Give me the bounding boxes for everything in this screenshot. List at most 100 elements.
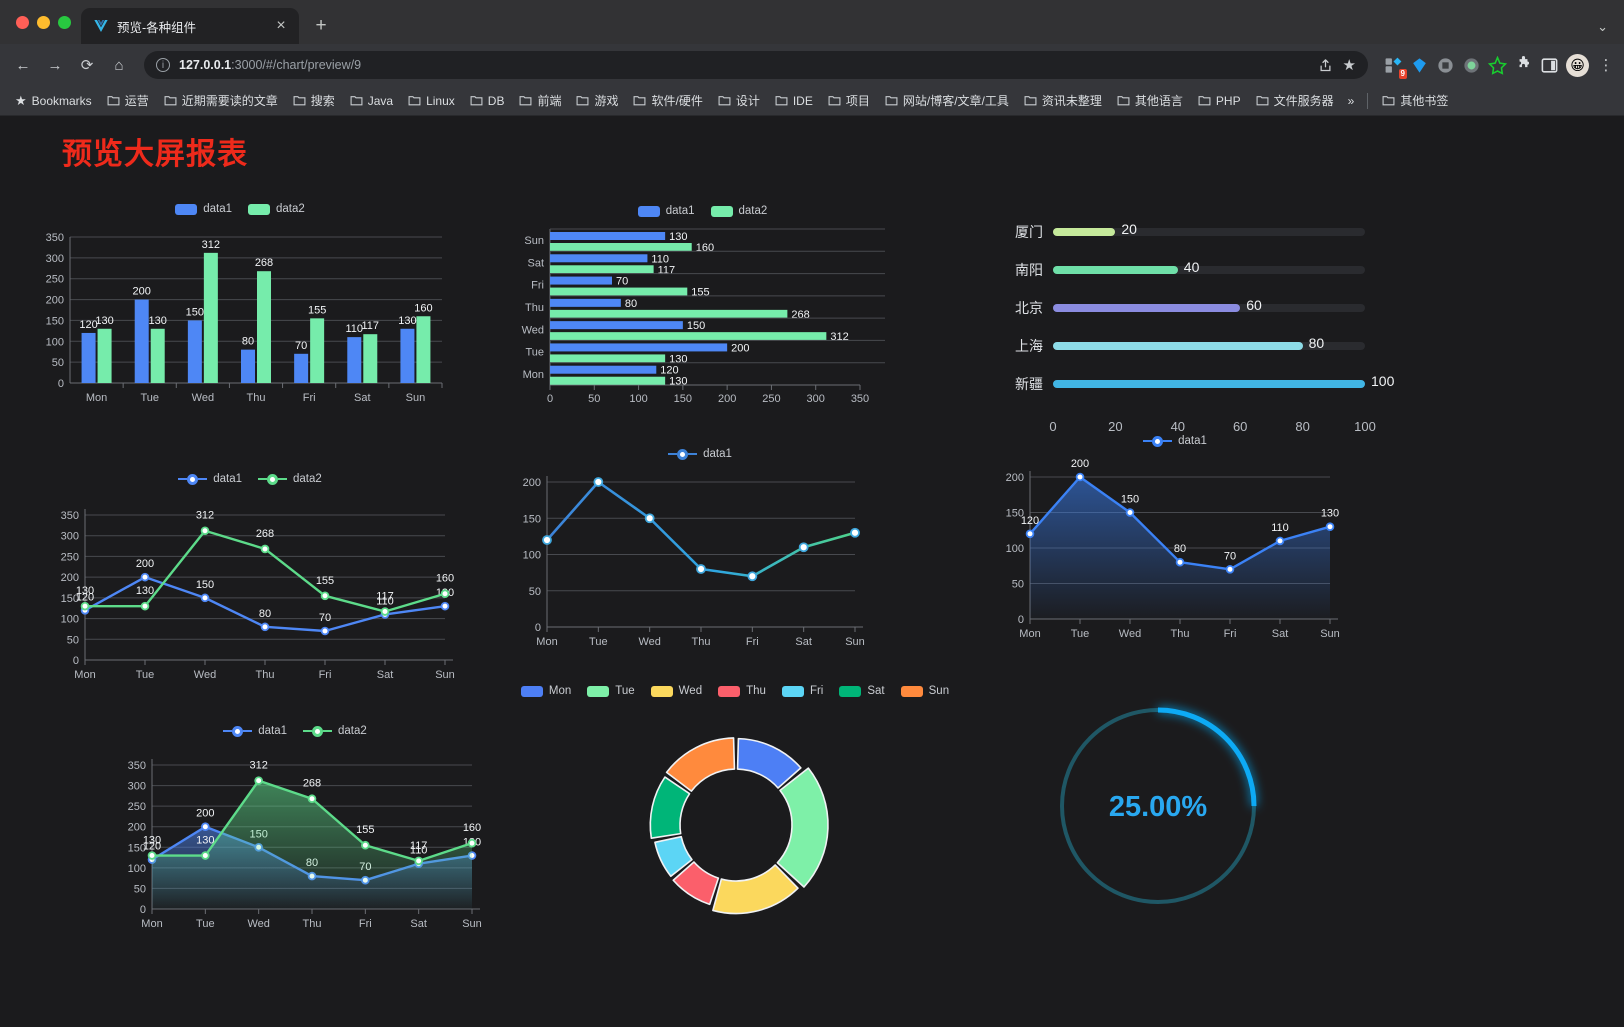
bookmark-folder[interactable]: 前端 [512, 89, 568, 112]
tab-close-icon[interactable]: × [276, 17, 286, 34]
data-label: 160 [414, 302, 432, 314]
circle-icon[interactable] [1462, 56, 1481, 75]
share-icon[interactable] [1318, 58, 1333, 73]
data-point [1225, 565, 1235, 574]
minimize-window-button[interactable] [37, 15, 50, 29]
axis-tick-label: Tue [140, 392, 159, 404]
axis-tick-label: 200 [61, 572, 79, 584]
legend-item[interactable]: data1 [637, 205, 695, 217]
back-button[interactable]: ← [15, 56, 31, 74]
bookmark-folder[interactable]: 资讯未整理 [1017, 89, 1109, 112]
legend-label: Tue [615, 685, 635, 697]
bookmark-folder[interactable]: 软件/硬件 [626, 89, 709, 112]
axis-tick-label: 50 [52, 357, 64, 369]
page-content: 预览大屏报表 data1 data2 0 50 100 150 200 250 300 350 M… [0, 116, 1624, 1027]
area-fill [152, 780, 472, 909]
window-controls[interactable] [10, 0, 81, 44]
data-point [147, 851, 157, 860]
legend-item[interactable]: data1 [1143, 435, 1207, 447]
legend-item[interactable]: data1 [668, 448, 732, 460]
legend-item[interactable]: data1 [223, 725, 287, 737]
axis-tick-label: 0 [535, 622, 541, 634]
chevron-down-icon[interactable]: ⌄ [1597, 19, 1608, 34]
legend-item[interactable]: Fri [781, 685, 823, 697]
legend-item[interactable]: data1 [178, 473, 242, 485]
axis-tick-label: 20 [1108, 419, 1123, 434]
sidepanel-icon[interactable] [1540, 56, 1559, 75]
bookmark-folder[interactable]: 设计 [711, 89, 767, 112]
bookmark-bookmarks[interactable]: ★ Bookmarks [8, 90, 99, 112]
bookmark-folder[interactable]: 其他语言 [1110, 89, 1190, 112]
legend-item[interactable]: Thu [718, 685, 766, 697]
data-label: 200 [136, 558, 154, 570]
puzzle-badge-icon[interactable]: 9 [1384, 56, 1407, 79]
close-window-button[interactable] [16, 15, 29, 29]
pie-slice[interactable] [736, 737, 802, 789]
bookmark-folder[interactable]: 项目 [821, 89, 877, 112]
address-bar[interactable]: i 127.0.0.1:3000/#/chart/preview/9 ★ [144, 51, 1368, 79]
bookmark-folder[interactable]: 网站/博客/文章/工具 [878, 89, 1016, 112]
bookmark-folder[interactable]: Java [343, 91, 400, 111]
folder-icon [885, 96, 898, 106]
site-info-icon[interactable]: i [156, 58, 170, 72]
progress-value: 40 [1183, 259, 1200, 275]
legend-label: data2 [738, 205, 768, 217]
legend-item[interactable]: data2 [710, 205, 768, 217]
pie-slice[interactable] [649, 776, 691, 840]
bookmark-folder[interactable]: 搜索 [286, 89, 342, 112]
bookmark-label: Linux [426, 93, 455, 108]
bookmark-other[interactable]: 其他书签 [1375, 89, 1455, 112]
legend-item[interactable]: data2 [303, 725, 367, 737]
legend-item[interactable]: Tue [587, 685, 635, 697]
maximize-window-button[interactable] [58, 15, 71, 29]
legend-item[interactable]: Sat [839, 685, 885, 697]
data-label: 200 [1071, 458, 1089, 470]
data-label: 155 [691, 287, 709, 299]
browser-tab[interactable]: 预览-各种组件 × [81, 8, 299, 44]
home-button[interactable]: ⌂ [114, 56, 124, 74]
axis-tick-label: 150 [674, 393, 692, 405]
axis-tick-label: Sun [845, 636, 865, 648]
data-point [1275, 536, 1285, 546]
axis-tick-label: Thu [247, 392, 266, 404]
bar [150, 328, 165, 383]
forward-button[interactable]: → [47, 56, 63, 74]
bookmark-folder[interactable]: IDE [768, 91, 820, 111]
legend-item[interactable]: data2 [248, 203, 305, 215]
bookmark-folder[interactable]: 运营 [100, 89, 156, 112]
bar [550, 321, 683, 330]
legend-item[interactable]: Wed [650, 685, 702, 697]
axis-tick-label: 50 [1012, 579, 1024, 591]
avatar[interactable]: 😀 [1566, 53, 1589, 77]
legend-item[interactable]: Mon [520, 685, 571, 697]
bookmark-star-icon[interactable]: ★ [1342, 57, 1356, 74]
legend-item[interactable]: data2 [258, 473, 322, 485]
bookmark-folder[interactable]: 文件服务器 [1249, 89, 1341, 112]
bookmark-folder[interactable]: PHP [1191, 91, 1248, 111]
bookmark-folder[interactable]: 近期需要读的文章 [157, 89, 285, 112]
data-label: 268 [256, 528, 274, 540]
data-label: 155 [308, 304, 326, 316]
puzzle-icon[interactable] [1514, 55, 1533, 75]
axis-tick-label: 80 [1295, 419, 1310, 434]
data-label: 200 [731, 342, 749, 354]
star-green-icon[interactable] [1487, 55, 1508, 75]
legend-item[interactable]: Sun [900, 685, 949, 697]
reload-button[interactable]: ⟳ [80, 57, 94, 74]
pie-slice[interactable] [654, 835, 693, 878]
browser-menu-icon[interactable]: ⋮ [1598, 57, 1614, 74]
bookmark-folder[interactable]: Linux [401, 91, 462, 111]
pie-slice[interactable] [665, 737, 736, 792]
pie-slice[interactable] [672, 861, 720, 906]
bookmarks-overflow-icon[interactable]: » [1347, 93, 1355, 108]
bookmark-folder[interactable]: 游戏 [569, 89, 625, 112]
new-tab-button[interactable]: + [315, 15, 327, 36]
pie-slice[interactable] [776, 767, 829, 888]
axis-tick-label: 0 [1049, 419, 1057, 434]
pie-slice[interactable] [712, 864, 799, 915]
diamond-icon[interactable] [1410, 56, 1429, 75]
grid-icon[interactable] [1436, 56, 1455, 75]
legend-item[interactable]: data1 [175, 203, 232, 215]
bookmark-folder[interactable]: DB [463, 91, 512, 111]
data-point [1125, 508, 1135, 517]
